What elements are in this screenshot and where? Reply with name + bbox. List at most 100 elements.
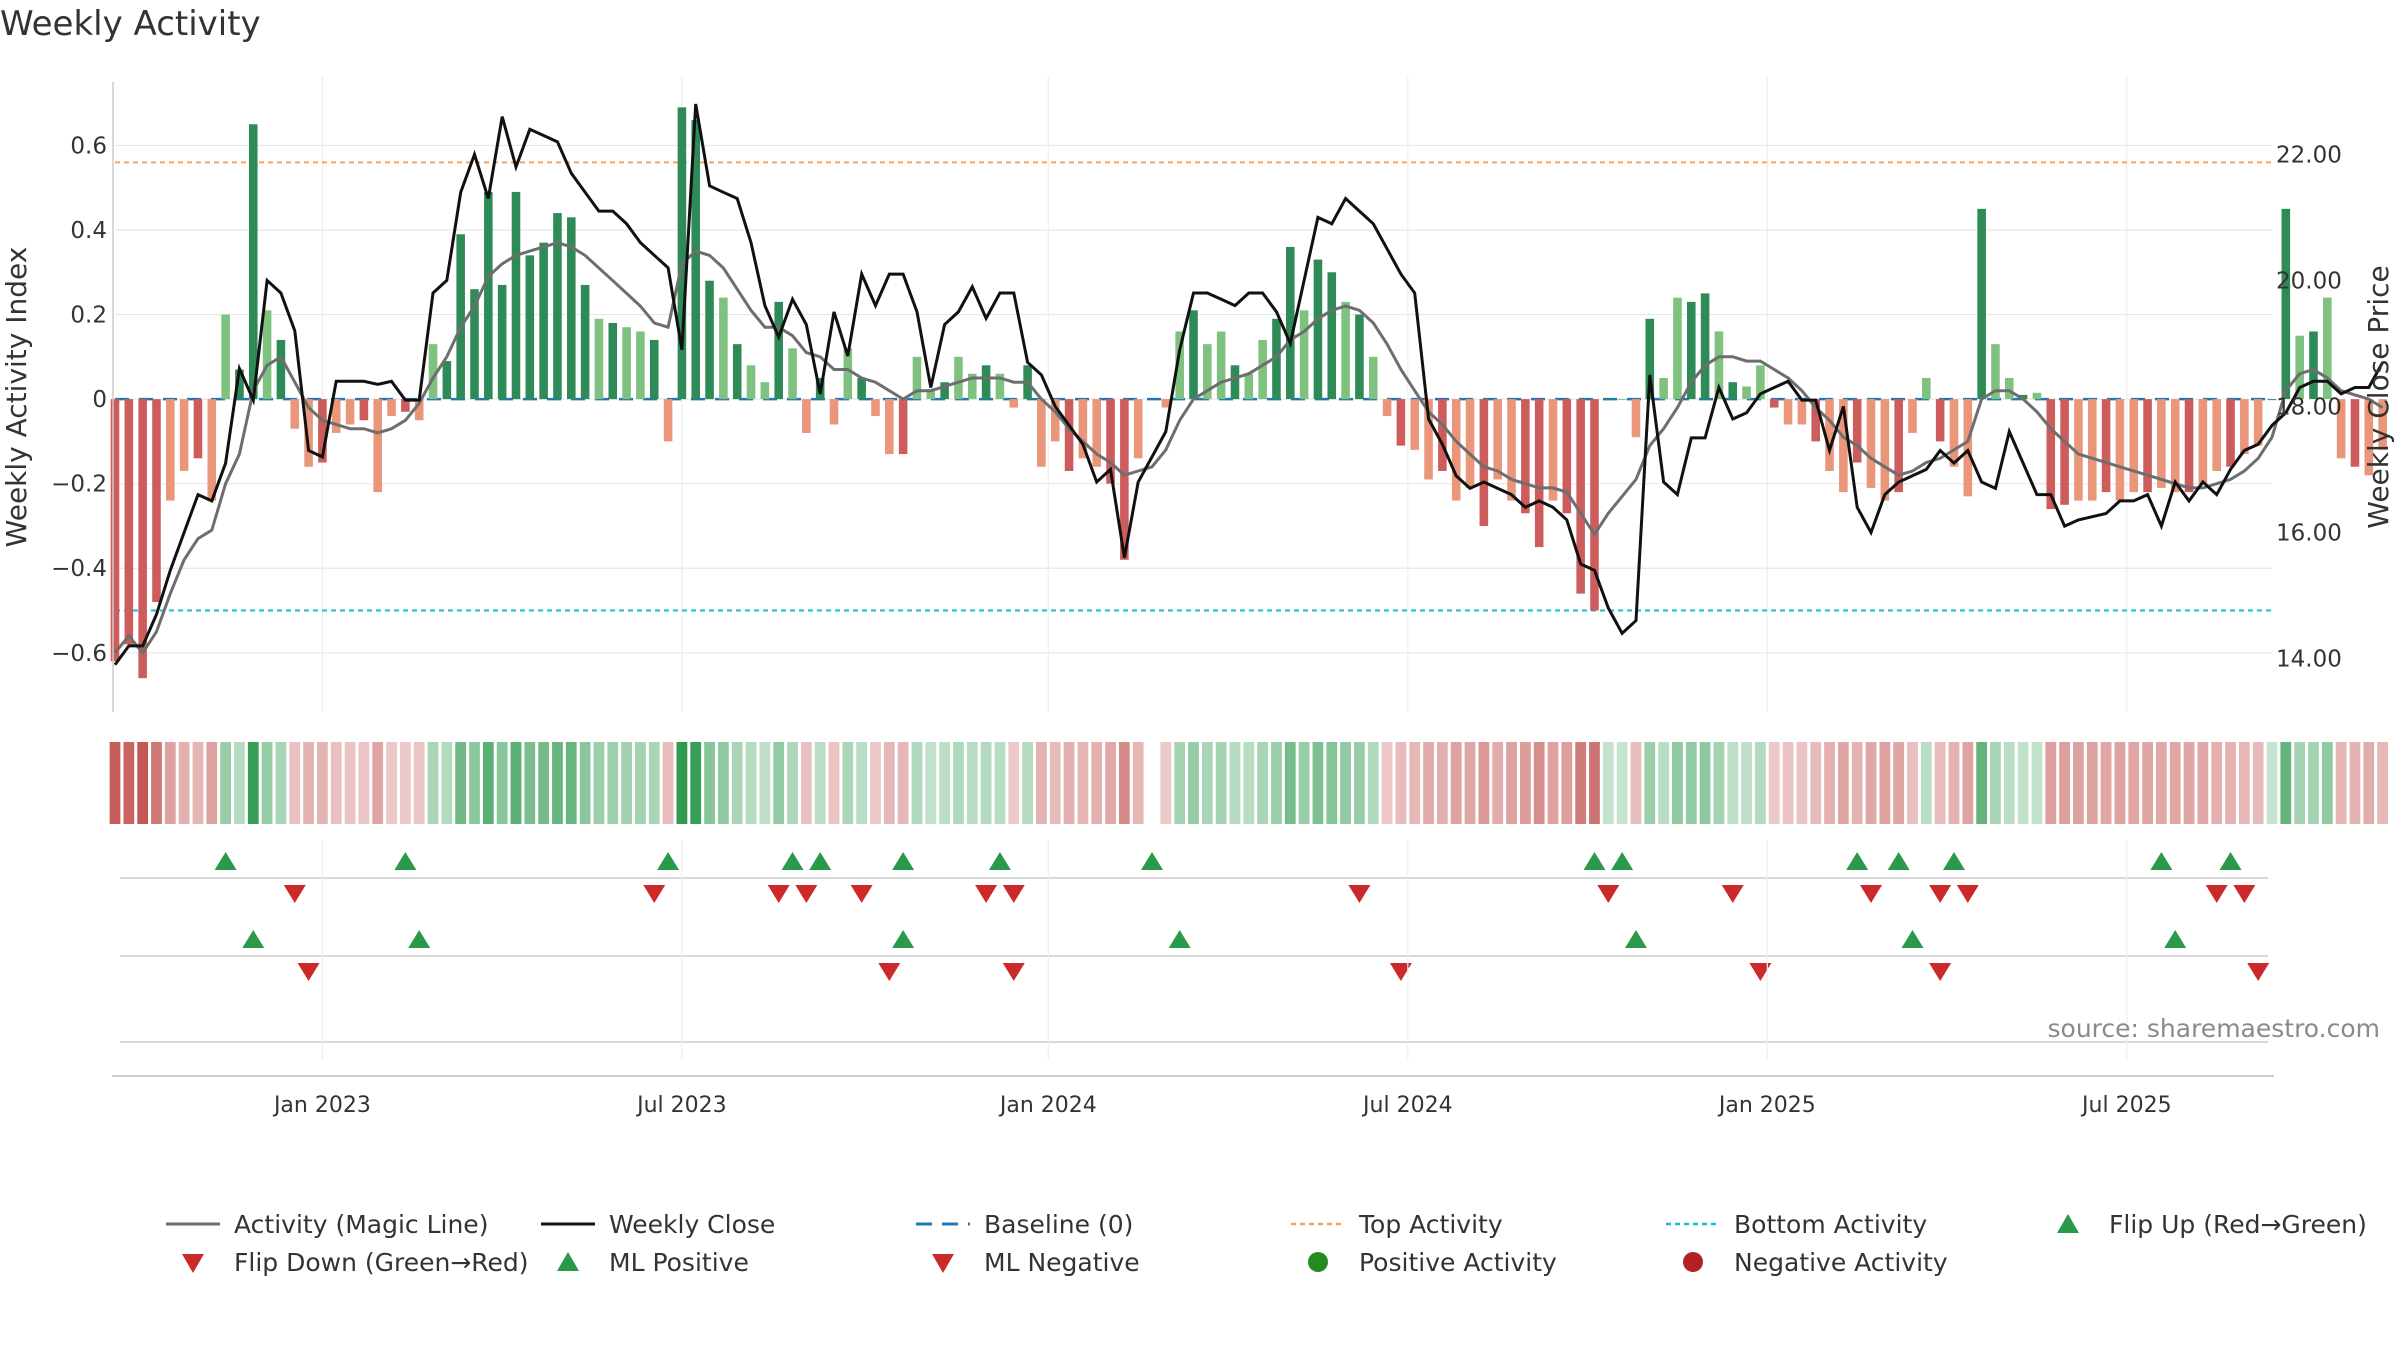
activity-bar bbox=[2378, 399, 2387, 450]
activity-bar bbox=[1728, 382, 1738, 400]
activity-bar bbox=[898, 399, 908, 455]
legend-label: ML Positive bbox=[609, 1247, 749, 1277]
activity-strip-cell bbox=[1063, 742, 1075, 824]
activity-strip-cell bbox=[413, 742, 425, 824]
activity-bar bbox=[1617, 399, 1627, 401]
activity-bar bbox=[774, 301, 783, 400]
legend-item-bottom-activity: Bottom Activity bbox=[1660, 1205, 1927, 1243]
activity-strip-cell bbox=[178, 742, 190, 824]
activity-strip-cell bbox=[994, 742, 1006, 824]
activity-strip-cell bbox=[1506, 742, 1517, 824]
legend-item-top-activity: Top Activity bbox=[1285, 1205, 1503, 1243]
activity-bar bbox=[1451, 399, 1461, 501]
activity-strip-cell bbox=[1049, 742, 1061, 824]
activity-bar bbox=[691, 120, 701, 400]
activity-strip-cell bbox=[2308, 742, 2319, 824]
activity-bar bbox=[1092, 399, 1101, 467]
ml-positive-marker bbox=[892, 930, 915, 948]
activity-bar bbox=[2087, 399, 2097, 501]
activity-strip-cell bbox=[372, 742, 384, 824]
activity-strip-cell bbox=[773, 742, 785, 824]
activity-strip-cell bbox=[2169, 742, 2181, 824]
activity-strip-cell bbox=[676, 742, 688, 824]
activity-strip-cell bbox=[1602, 742, 1614, 824]
activity-bar bbox=[1465, 399, 1475, 488]
activity-strip-cell bbox=[1879, 742, 1891, 824]
activity-strip-cell bbox=[953, 742, 964, 824]
ml-positive-marker bbox=[1901, 930, 1924, 948]
activity-bar bbox=[497, 284, 507, 400]
activity-bar bbox=[152, 399, 161, 603]
triangle-up-icon bbox=[2057, 1214, 2079, 1233]
activity-strip-cell bbox=[648, 742, 660, 824]
activity-strip-cell bbox=[1934, 742, 1946, 824]
flip-down-marker bbox=[1002, 885, 1025, 903]
activity-bar bbox=[1797, 399, 1807, 425]
activity-strip-cell bbox=[870, 742, 881, 824]
activity-strip-cell bbox=[1920, 742, 1932, 824]
activity-bar bbox=[1631, 399, 1641, 438]
activity-strip-cell bbox=[2377, 742, 2389, 824]
activity-bar bbox=[1286, 246, 1295, 400]
activity-bar bbox=[2267, 399, 2277, 401]
activity-bar bbox=[345, 399, 355, 425]
activity-strip-cell bbox=[1907, 742, 1918, 824]
activity-bar bbox=[1037, 399, 1046, 467]
activity-bar bbox=[1327, 272, 1337, 400]
activity-bar bbox=[2212, 399, 2221, 471]
activity-bar bbox=[663, 399, 673, 442]
activity-strip-cell bbox=[1519, 742, 1531, 824]
activity-strip-cell bbox=[2335, 742, 2347, 824]
ml-positive-marker bbox=[1624, 930, 1647, 948]
activity-strip-cell bbox=[1768, 742, 1780, 824]
activity-bar bbox=[166, 399, 175, 501]
triangle-down-icon bbox=[182, 1254, 204, 1273]
activity-strip-cell bbox=[621, 742, 632, 824]
activity-bar bbox=[2101, 399, 2111, 493]
activity-strip-cell bbox=[399, 742, 411, 824]
activity-strip-cell bbox=[1713, 742, 1725, 824]
weekly-close-series bbox=[113, 103, 2384, 666]
activity-strip-cell bbox=[482, 742, 494, 824]
activity-bar bbox=[2005, 377, 2014, 400]
activity-strip-cell bbox=[109, 742, 121, 824]
activity-strip-cell bbox=[2114, 742, 2126, 824]
flip-down-marker bbox=[1860, 885, 1883, 903]
activity-bar bbox=[2281, 208, 2291, 400]
activity-strip-cell bbox=[192, 742, 204, 824]
activity-strip-cell bbox=[220, 742, 232, 824]
activity-bar bbox=[1811, 399, 1820, 442]
activity-bar bbox=[359, 399, 369, 421]
activity-strip-cell bbox=[1575, 742, 1587, 824]
activity-bar bbox=[1839, 399, 1848, 493]
activity-bar bbox=[1244, 373, 1254, 400]
y-axis-right-label: Weekly Close Price bbox=[2362, 265, 2395, 528]
activity-bar bbox=[1161, 399, 1171, 408]
activity-bar bbox=[1355, 314, 1364, 400]
activity-strip-cell bbox=[2294, 742, 2306, 824]
activity-strip-cell bbox=[247, 742, 259, 824]
activity-bar bbox=[746, 365, 756, 400]
activity-strip-cell bbox=[911, 742, 923, 824]
activity-strip-cell bbox=[1948, 742, 1960, 824]
right-tick-label: 18.00 bbox=[2276, 394, 2342, 420]
activity-strip-cell bbox=[427, 742, 439, 824]
x-tick-label: Jul 2023 bbox=[635, 1093, 727, 1118]
legend-label: Weekly Close bbox=[609, 1209, 776, 1239]
x-tick-label: Jul 2025 bbox=[2080, 1093, 2172, 1118]
activity-bar bbox=[2129, 399, 2139, 493]
activity-bar bbox=[1935, 399, 1945, 442]
legend-item-weekly-close: Weekly Close bbox=[535, 1205, 775, 1243]
activity-strip-cell bbox=[1658, 742, 1670, 824]
activity-strip-cell bbox=[1450, 742, 1462, 824]
activity-bar bbox=[1009, 399, 1019, 408]
activity-strip-cell bbox=[1395, 742, 1407, 824]
activity-strip-cell bbox=[1630, 742, 1642, 824]
activity-strip-cell bbox=[1865, 742, 1877, 824]
activity-bar bbox=[1576, 399, 1585, 594]
legend-label: Positive Activity bbox=[1359, 1247, 1557, 1277]
activity-strip-cell bbox=[704, 742, 715, 824]
activity-strip-cell bbox=[2321, 742, 2333, 824]
left-tick-label: −0.6 bbox=[51, 641, 107, 667]
activity-strip-cell bbox=[303, 742, 314, 824]
